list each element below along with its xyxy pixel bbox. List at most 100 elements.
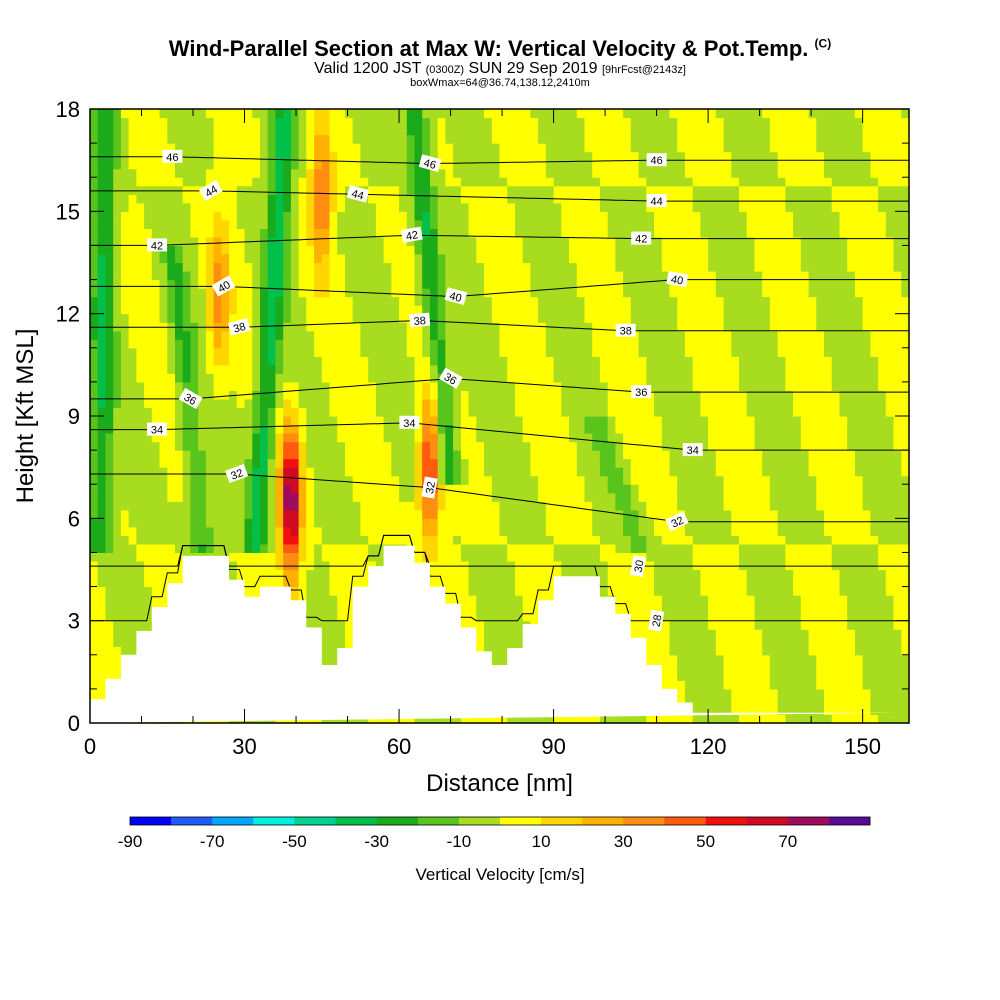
velocity-cell [244,569,253,579]
velocity-cell [422,126,431,136]
velocity-cell [236,398,246,408]
velocity-cell [120,603,130,613]
velocity-cell [453,518,462,528]
velocity-cell [584,356,593,366]
velocity-cell [584,160,593,170]
velocity-cell [290,262,300,272]
velocity-cell [476,381,485,391]
velocity-cell [159,254,168,264]
velocity-cell [128,339,137,349]
velocity-cell [530,416,539,426]
velocity-cell [321,364,331,374]
velocity-cell [437,501,446,511]
velocity-cell [561,177,570,187]
velocity-cell [314,569,323,579]
velocity-cell [260,177,269,187]
velocity-cell [515,347,524,357]
velocity-cell [484,117,493,127]
velocity-cell [252,185,261,195]
velocity-cell [607,245,616,255]
velocity-cell [128,424,137,434]
velocity-cell [406,296,416,306]
velocity-cell [198,228,207,238]
velocity-cell [229,254,238,264]
velocity-cell [484,202,493,212]
velocity-cell [144,543,153,553]
velocity-cell [314,143,323,153]
velocity-cell [615,134,624,144]
velocity-cell [507,151,516,161]
velocity-cell [553,271,562,281]
velocity-cell [430,254,439,264]
velocity-cell [499,194,508,204]
velocity-cell [105,339,114,349]
velocity-cell [128,151,137,161]
velocity-cell [90,160,99,170]
velocity-cell [221,126,230,136]
velocity-cell [515,126,524,136]
velocity-cell [329,637,338,647]
velocity-cell [437,569,446,579]
velocity-cell [453,398,462,408]
velocity-cell [151,595,161,605]
velocity-cell [136,254,145,264]
velocity-cell [484,612,493,622]
velocity-cell [260,407,269,417]
velocity-cell [491,271,501,281]
velocity-cell [499,398,508,408]
velocity-cell [538,390,547,400]
velocity-cell [484,526,493,536]
velocity-cell [437,714,446,724]
velocity-cell [283,561,292,571]
velocity-cell [375,262,385,272]
velocity-cell [136,526,145,536]
velocity-cell [337,364,346,374]
velocity-cell [97,501,106,511]
velocity-cell [576,160,586,170]
velocity-cell [260,526,269,536]
velocity-cell [522,424,531,434]
velocity-cell [561,202,570,212]
velocity-cell [522,151,531,161]
velocity-cell [453,586,462,596]
velocity-cell [260,552,269,562]
velocity-cell [430,373,439,383]
velocity-cell [329,254,338,264]
velocity-cell [437,356,446,366]
velocity-cell [491,279,501,289]
velocity-cell [113,561,122,571]
velocity-cell [538,535,547,545]
velocity-cell [522,535,531,545]
velocity-cell [182,356,191,366]
velocity-cell [383,467,392,477]
velocity-cell [599,356,609,366]
velocity-cell [476,202,485,212]
velocity-cell [576,381,586,391]
velocity-cell [460,322,470,332]
velocity-cell [460,569,470,579]
velocity-cell [97,663,106,673]
velocity-cell [360,390,369,400]
velocity-cell [290,236,300,246]
velocity-cell [128,620,137,630]
velocity-cell [430,134,439,144]
velocity-cell [414,433,423,443]
velocity-cell [113,134,122,144]
velocity-cell [90,288,99,298]
velocity-cell [360,271,369,281]
velocity-cell [283,390,292,400]
velocity-cell [198,160,207,170]
velocity-cell [476,450,485,460]
velocity-cell [329,330,338,340]
velocity-cell [484,296,493,306]
velocity-cell [538,458,547,468]
velocity-cell [491,637,501,647]
velocity-cell [159,407,168,417]
velocity-cell [159,134,168,144]
velocity-cell [561,407,570,417]
velocity-cell [167,168,176,178]
velocity-cell [260,126,269,136]
velocity-cell [584,109,593,119]
velocity-cell [97,595,106,605]
velocity-cell [445,398,454,408]
